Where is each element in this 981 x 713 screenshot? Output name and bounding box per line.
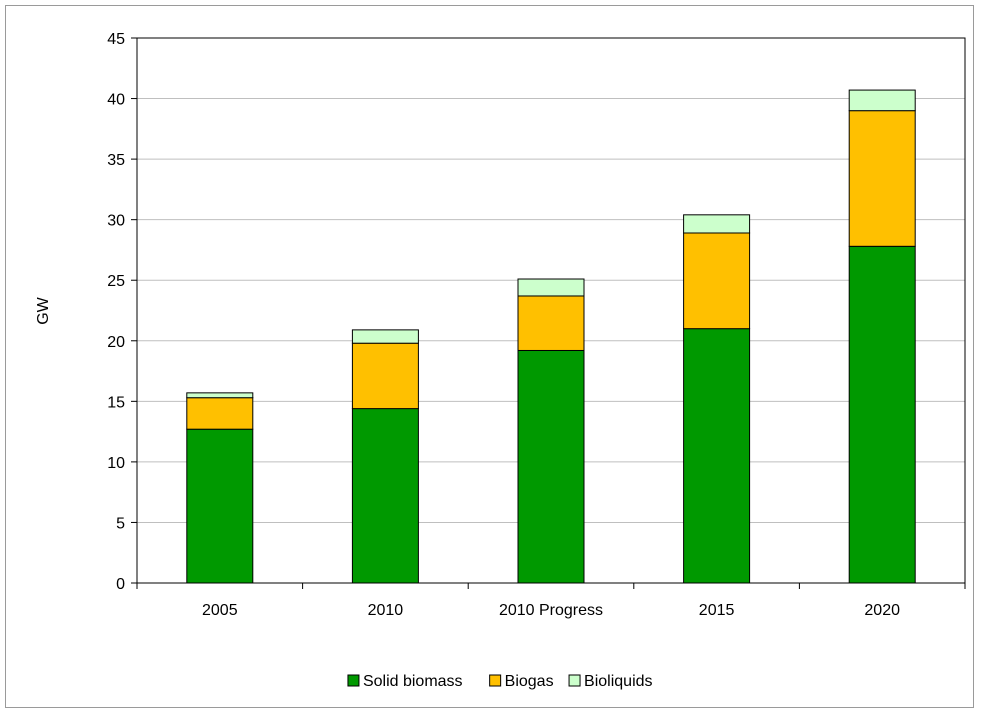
y-tick-label: 15: [107, 394, 125, 411]
x-tick-label: 2010: [368, 602, 404, 619]
y-tick-label: 10: [107, 455, 125, 472]
bar-segment: [351, 329, 419, 344]
chart-frame: [5, 5, 974, 708]
legend-label: Bioliquids: [584, 673, 652, 690]
bar-segment: [517, 295, 585, 351]
legend-swatch: [347, 674, 360, 687]
y-tick-label: 45: [107, 31, 125, 48]
bar-segment: [683, 232, 751, 330]
bar-segment: [351, 342, 419, 410]
x-tick-label: 2010 Progress: [499, 602, 603, 619]
y-axis-label: GW: [35, 296, 52, 324]
bar-segment: [186, 397, 254, 430]
legend-swatch: [489, 674, 502, 687]
bar-segment: [848, 110, 916, 247]
legend-swatch: [568, 674, 581, 687]
x-tick-label: 2020: [864, 602, 900, 619]
bar-segment: [186, 428, 254, 584]
y-tick-label: 30: [107, 213, 125, 230]
x-tick-label: 2005: [202, 602, 238, 619]
plot-area-border: [136, 37, 966, 584]
y-tick-label: 5: [116, 515, 125, 532]
legend-label: Biogas: [505, 673, 554, 690]
bar-segment: [517, 278, 585, 297]
x-tick-label: 2015: [699, 602, 735, 619]
legend: Solid biomass Biogas Bioliquids: [347, 673, 653, 690]
y-tick-label: 40: [107, 92, 125, 109]
y-tick-label: 20: [107, 334, 125, 351]
bar-segment: [848, 89, 916, 112]
bar-segment: [683, 328, 751, 584]
y-tick-label: 35: [107, 152, 125, 169]
y-ticks: 0 5 10 15 20 25 30 35 40 45: [107, 31, 137, 593]
legend-label: Solid biomass: [363, 673, 463, 690]
bar-segment: [186, 392, 254, 399]
bars: [186, 89, 916, 584]
y-tick-label: 0: [116, 576, 125, 593]
axes: [136, 37, 966, 584]
y-tick-label: 25: [107, 273, 125, 290]
bar-segment: [351, 408, 419, 584]
bar-segment: [848, 245, 916, 584]
bar-segment: [683, 214, 751, 234]
bar-segment: [517, 349, 585, 584]
x-ticks: 2005 2010 2010 Progress 2015 2020: [136, 583, 966, 619]
